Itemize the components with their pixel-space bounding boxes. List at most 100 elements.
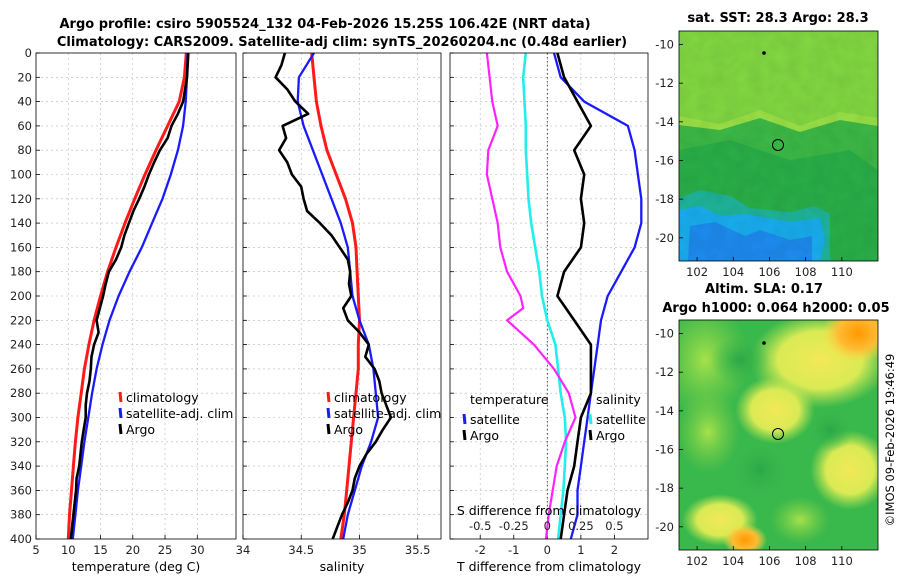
depth-tick-label: 160 bbox=[10, 240, 32, 254]
x-tick-label: 0 bbox=[544, 543, 551, 557]
lat-tick-label: -16 bbox=[655, 153, 674, 167]
s-tick-label: -0.25 bbox=[499, 519, 529, 533]
x-tick-label: 10 bbox=[61, 543, 76, 557]
x-axis-label: temperature (deg C) bbox=[72, 559, 201, 574]
x-tick-label: 15 bbox=[93, 543, 108, 557]
depth-tick-label: 260 bbox=[10, 362, 32, 376]
depth-tick-label: 80 bbox=[17, 143, 32, 157]
legend-title-temperature: temperature bbox=[470, 392, 549, 407]
depth-tick-label: 200 bbox=[10, 289, 32, 303]
x-tick-label: 2 bbox=[611, 543, 618, 557]
legend-swatch bbox=[588, 429, 593, 441]
series-argo bbox=[274, 52, 393, 540]
series-t-diff-satellite bbox=[552, 52, 643, 540]
x-tick-label: 35 bbox=[352, 543, 367, 557]
legend-swatch bbox=[118, 391, 123, 403]
lon-tick-label: 106 bbox=[758, 554, 780, 568]
s-axis-label: S difference from climatology bbox=[457, 503, 642, 518]
depth-tick-label: 320 bbox=[10, 435, 32, 449]
lon-tick-label: 104 bbox=[722, 265, 744, 279]
lon-tick-label: 104 bbox=[722, 554, 744, 568]
sla-argo-position bbox=[772, 428, 784, 440]
sst-map-frame bbox=[678, 30, 879, 262]
sla-map-field bbox=[679, 320, 878, 550]
depth-tick-label: 400 bbox=[10, 532, 32, 546]
lon-tick-label: 110 bbox=[831, 265, 853, 279]
panel-temperature: 0 20 40 60 80 100 120 140 160 180 200 220 240 260 280 3… bbox=[10, 46, 237, 574]
legend-label: climatology bbox=[126, 390, 199, 405]
lat-tick-label: -14 bbox=[655, 115, 674, 129]
panel-differences: -2 -1 0 1 2 -0.5 -0.25 0 0.25 0.5S difference fro… bbox=[449, 52, 649, 574]
legend-label: satellite-adj. clim bbox=[126, 406, 233, 421]
x-tick-label: 1 bbox=[577, 543, 584, 557]
x-tick-label: 30 bbox=[190, 543, 205, 557]
s-tick-label: 0.25 bbox=[568, 519, 594, 533]
legend-swatch bbox=[118, 423, 123, 435]
legend-label: satellite bbox=[596, 412, 646, 427]
lat-tick-label: -12 bbox=[655, 365, 674, 379]
legend-swatch bbox=[588, 413, 593, 425]
series-climatology bbox=[66, 52, 188, 540]
x-tick-label: -1 bbox=[508, 543, 519, 557]
x-tick-label: 35.5 bbox=[405, 543, 431, 557]
lon-tick-label: 108 bbox=[795, 554, 817, 568]
lat-tick-label: -16 bbox=[655, 442, 674, 456]
series-satellite-adj-clim bbox=[71, 52, 189, 540]
lat-tick-label: -12 bbox=[655, 76, 674, 90]
legend-swatch bbox=[326, 407, 331, 419]
lat-tick-label: -20 bbox=[655, 231, 674, 245]
depth-tick-label: 0 bbox=[25, 46, 32, 60]
sst-map-title: sat. SST: 28.3 Argo: 28.3 bbox=[687, 11, 868, 26]
plot-frame bbox=[35, 52, 237, 540]
lon-tick-label: 110 bbox=[831, 554, 853, 568]
sla-map-title-1: Altim. SLA: 0.17 bbox=[705, 282, 823, 297]
depth-tick-label: 60 bbox=[17, 119, 32, 133]
legend-label: Argo bbox=[334, 422, 363, 437]
figure-title-line2: Climatology: CARS2009. Satellite-adj cli… bbox=[57, 35, 627, 50]
depth-tick-label: 20 bbox=[17, 70, 32, 84]
series-climatology bbox=[310, 52, 361, 540]
x-tick-label: 34 bbox=[236, 543, 251, 557]
s-tick-label: -0.5 bbox=[469, 519, 491, 533]
watermark: ©IMOS 09-Feb-2026 19:46:49 bbox=[883, 354, 897, 527]
plot-frame bbox=[242, 52, 442, 540]
depth-tick-label: 280 bbox=[10, 386, 32, 400]
legend-title-salinity: salinity bbox=[596, 392, 641, 407]
sst-map-field bbox=[679, 31, 878, 261]
depth-tick-label: 340 bbox=[10, 459, 32, 473]
x-axis-label: T difference from climatology bbox=[456, 559, 642, 574]
legend-swatch bbox=[326, 423, 331, 435]
x-tick-label: 20 bbox=[125, 543, 140, 557]
depth-tick-label: 140 bbox=[10, 216, 32, 230]
depth-tick-label: 380 bbox=[10, 508, 32, 522]
legend-swatch bbox=[118, 407, 123, 419]
x-tick-label: 34.5 bbox=[288, 543, 314, 557]
legend-swatch bbox=[462, 429, 467, 441]
sst-prev-position bbox=[762, 51, 766, 55]
depth-tick-label: 360 bbox=[10, 483, 32, 497]
sla-prev-position bbox=[762, 341, 766, 345]
lat-tick-label: -10 bbox=[655, 38, 674, 52]
legend-label: Argo bbox=[470, 428, 499, 443]
x-tick-label: 5 bbox=[32, 543, 39, 557]
legend-swatch bbox=[326, 391, 331, 403]
lat-tick-label: -14 bbox=[655, 404, 674, 418]
figure-title-line1: Argo profile: csiro 5905524_132 04-Feb-2… bbox=[59, 17, 590, 32]
lat-tick-label: -18 bbox=[655, 481, 674, 495]
series-s-diff-argo bbox=[485, 52, 577, 540]
series-s-diff-satellite bbox=[521, 52, 568, 540]
series-argo bbox=[69, 52, 190, 540]
depth-tick-label: 120 bbox=[10, 192, 32, 206]
x-tick-label: -2 bbox=[474, 543, 485, 557]
x-tick-label: 25 bbox=[158, 543, 173, 557]
lon-tick-label: 108 bbox=[795, 265, 817, 279]
legend-swatch bbox=[462, 413, 467, 425]
plot-frame bbox=[449, 52, 649, 540]
depth-tick-label: 300 bbox=[10, 411, 32, 425]
legend-label: Argo bbox=[596, 428, 625, 443]
lat-tick-label: -10 bbox=[655, 327, 674, 341]
sla-map-title-2: Argo h1000: 0.064 h2000: 0.05 bbox=[662, 301, 889, 316]
x-axis-label: salinity bbox=[320, 559, 365, 574]
s-tick-label: 0 bbox=[544, 519, 551, 533]
